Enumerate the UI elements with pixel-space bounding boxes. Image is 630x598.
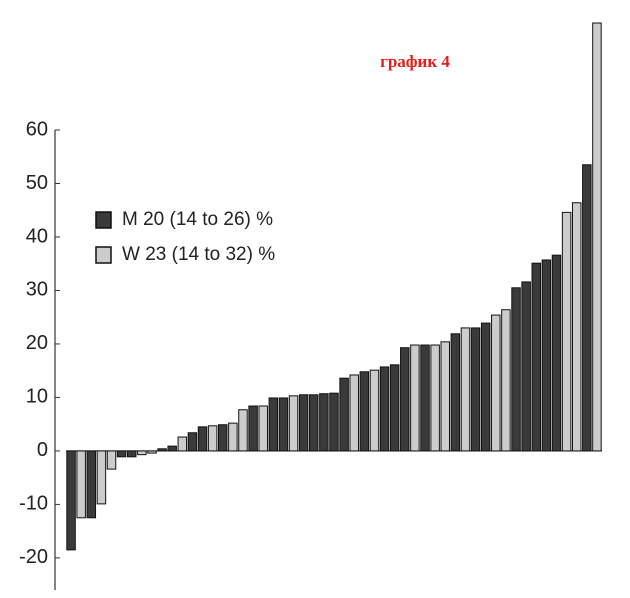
bar [339, 377, 349, 452]
bar [521, 281, 531, 452]
legend-swatch [95, 211, 112, 229]
y-tick-label: 50 [26, 172, 48, 194]
bar [298, 394, 309, 452]
chart-title: график 4 [380, 52, 450, 71]
bar [440, 341, 450, 452]
bar [167, 445, 177, 452]
y-tick-label: 20 [26, 332, 48, 354]
bar [420, 344, 430, 452]
y-tick-label: 60 [26, 118, 48, 140]
bar [460, 327, 471, 452]
legend-label: M 20 (14 to 26) % [122, 209, 273, 230]
bar [379, 366, 390, 452]
bar [329, 392, 339, 452]
bar [309, 394, 319, 452]
bar [106, 450, 117, 470]
bar [470, 327, 481, 452]
bar [541, 259, 552, 452]
bar [238, 409, 248, 452]
bar [177, 436, 188, 452]
bar [359, 371, 370, 452]
bar [76, 450, 86, 519]
bar [389, 364, 400, 452]
bar [137, 450, 147, 456]
bar [400, 347, 410, 452]
legend-label: W 23 (14 to 32) % [122, 244, 275, 265]
bar [187, 432, 198, 452]
bar [66, 450, 76, 551]
bar [592, 22, 602, 452]
bar [248, 405, 258, 452]
bar [116, 450, 127, 458]
bar [288, 395, 299, 452]
bar [491, 314, 501, 452]
bar [197, 426, 208, 452]
bar [157, 448, 167, 452]
bar [86, 450, 97, 519]
bar [501, 309, 511, 452]
bar [268, 397, 279, 452]
bar [218, 424, 228, 452]
y-tick-label: -10 [19, 493, 48, 515]
legend-swatch [95, 246, 112, 264]
bar [126, 450, 137, 458]
bar [571, 202, 582, 452]
bar [551, 254, 562, 452]
bar [430, 344, 440, 452]
bar [228, 422, 238, 452]
bar [450, 333, 461, 452]
bar [278, 397, 289, 452]
bar [582, 164, 592, 452]
bar [319, 393, 329, 452]
bar [258, 405, 268, 452]
y-tick-label: 40 [26, 225, 48, 247]
bar [147, 450, 157, 454]
bar [480, 322, 491, 452]
bar [349, 374, 359, 452]
bar [369, 369, 380, 452]
y-tick-label: -20 [19, 546, 48, 568]
bar [207, 425, 218, 452]
bar [561, 211, 572, 452]
bar [511, 287, 521, 452]
y-tick-label: 0 [37, 439, 48, 461]
y-tick-label: 10 [26, 386, 48, 408]
bar [96, 450, 107, 505]
bar [410, 344, 420, 452]
bar [531, 262, 542, 452]
y-tick-label: 30 [26, 279, 48, 301]
